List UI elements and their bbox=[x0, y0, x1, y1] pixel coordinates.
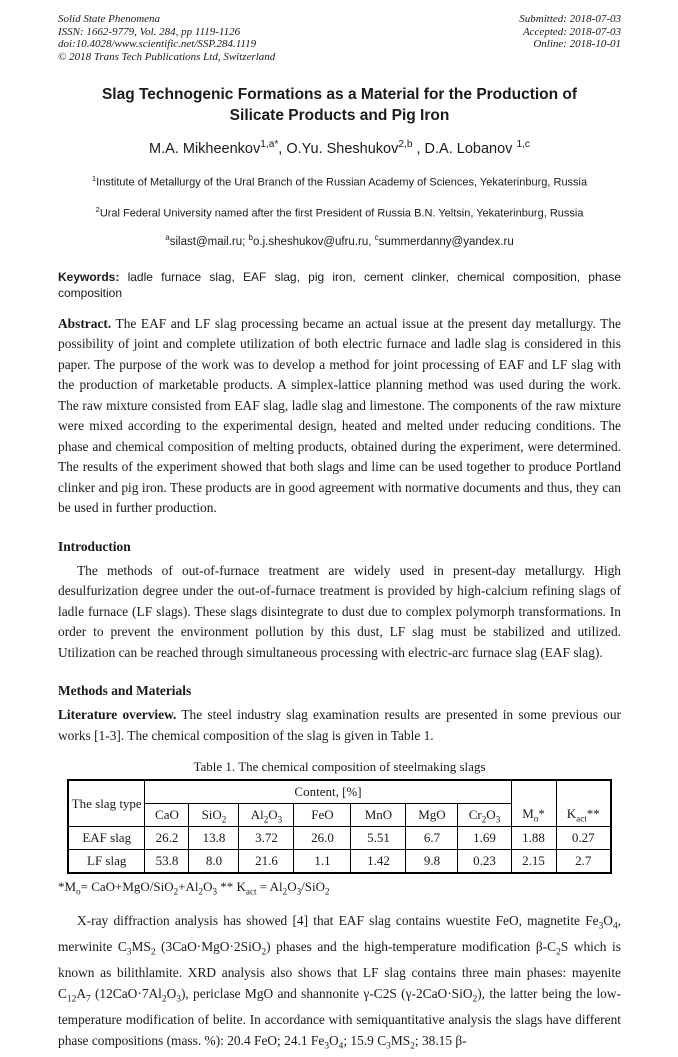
table-header-feo: FeO bbox=[293, 803, 352, 828]
table-header-row-2: CaO SiO2 Al2O3 FeO MnO MgO Cr2O3 bbox=[68, 803, 611, 828]
affiliation-1: 1Institute of Metallurgy of the Ural Bra… bbox=[91, 173, 588, 189]
composition-table: The slag type Content, [%] Mo* Kact** Ca… bbox=[66, 779, 613, 875]
table-header-sio2: SiO2 bbox=[188, 803, 240, 828]
table-header-kact: Kact** bbox=[555, 779, 612, 828]
cell-value: 2.15 bbox=[510, 849, 557, 874]
cell-value: 0.27 bbox=[555, 826, 612, 851]
table-header-mgo: MgO bbox=[405, 803, 459, 828]
cell-value: 6.7 bbox=[405, 826, 459, 851]
author-emails: asilast@mail.ru; bo.j.sheshukov@ufru.ru,… bbox=[165, 233, 514, 248]
cell-value: 26.2 bbox=[144, 826, 190, 851]
section-heading-methods: Methods and Materials bbox=[58, 683, 192, 699]
section-heading-introduction: Introduction bbox=[58, 538, 131, 554]
row-label: LF slag bbox=[67, 849, 146, 874]
cell-value: 26.0 bbox=[293, 826, 352, 851]
cell-value: 1.42 bbox=[350, 849, 407, 874]
journal-name: Solid State Phenomena bbox=[58, 13, 161, 25]
row-label: EAF slag bbox=[67, 826, 146, 851]
literature-overview-paragraph: Literature overview. The steel industry … bbox=[58, 707, 621, 743]
cell-value: 1.69 bbox=[457, 826, 512, 851]
table-header-mno: MnO bbox=[350, 803, 407, 828]
introduction-paragraph: The methods of out-of-furnace treatment … bbox=[58, 562, 621, 660]
table-row-lf-slag: LF slag 53.8 8.0 21.6 1.1 1.42 9.8 0.23 … bbox=[67, 849, 612, 874]
journal-header: Solid State Phenomena ISSN: 1662-9779, V… bbox=[58, 13, 621, 63]
accepted-date: Accepted: 2018-07-03 bbox=[522, 25, 621, 38]
cell-value: 21.6 bbox=[238, 849, 295, 874]
table-header-al2o3: Al2O3 bbox=[238, 803, 295, 828]
journal-header-right: Submitted: 2018-07-03 Accepted: 2018-07-… bbox=[519, 13, 621, 63]
abstract-paragraph: Abstract. The EAF and LF slag processing… bbox=[58, 315, 621, 516]
doi-line: doi:10.4028/www.scientific.net/SSP.284.1… bbox=[58, 38, 257, 50]
cell-value: 3.72 bbox=[238, 826, 295, 851]
table-header-row-1: The slag type Content, [%] Mo* Kact** bbox=[67, 779, 612, 828]
submitted-date: Submitted: 2018-07-03 bbox=[519, 13, 621, 25]
cell-value: 13.8 bbox=[188, 826, 240, 851]
table-header-slag-type: The slag type bbox=[67, 779, 146, 828]
cell-value: 0.23 bbox=[457, 849, 512, 874]
journal-header-left: Solid State Phenomena ISSN: 1662-9779, V… bbox=[58, 13, 275, 63]
affiliation-2: 2Ural Federal University named after the… bbox=[95, 205, 584, 221]
table-row-eaf-slag: EAF slag 26.2 13.8 3.72 26.0 5.51 6.7 1.… bbox=[67, 826, 612, 851]
cell-value: 1.88 bbox=[510, 826, 557, 851]
issn-volume-line: ISSN: 1662-9779, Vol. 284, pp 1119-1126 bbox=[58, 25, 241, 38]
cell-value: 9.8 bbox=[405, 849, 459, 874]
table-header-mo: Mo* bbox=[510, 779, 557, 828]
keywords-line: Keywords: ladle furnace slag, EAF slag, … bbox=[58, 269, 621, 300]
table-caption: Table 1. The chemical composition of ste… bbox=[193, 759, 486, 775]
table-header-cao: CaO bbox=[144, 803, 190, 828]
table-header-cr2o3: Cr2O3 bbox=[457, 803, 512, 828]
cell-value: 8.0 bbox=[188, 849, 240, 874]
table-footnote: *Mo= CaO+MgO/SiO2+Al2O3 ** Kact = Al2O3/… bbox=[58, 879, 330, 898]
table-header-content-group: Content, [%] bbox=[144, 779, 512, 805]
cell-value: 53.8 bbox=[144, 849, 190, 874]
copyright-line: © 2018 Trans Tech Publications Ltd, Swit… bbox=[58, 50, 276, 63]
cell-value: 2.7 bbox=[555, 849, 612, 874]
paper-title: Slag Technogenic Formations as a Materia… bbox=[101, 86, 578, 124]
authors-line: M.A. Mikheenkov1,a*, O.Yu. Sheshukov2,b … bbox=[149, 139, 530, 157]
online-date: Online: 2018-10-01 bbox=[533, 38, 621, 50]
cell-value: 1.1 bbox=[293, 849, 352, 874]
cell-value: 5.51 bbox=[350, 826, 407, 851]
xrd-paragraph: X-ray diffraction analysis has showed [4… bbox=[58, 913, 621, 1052]
